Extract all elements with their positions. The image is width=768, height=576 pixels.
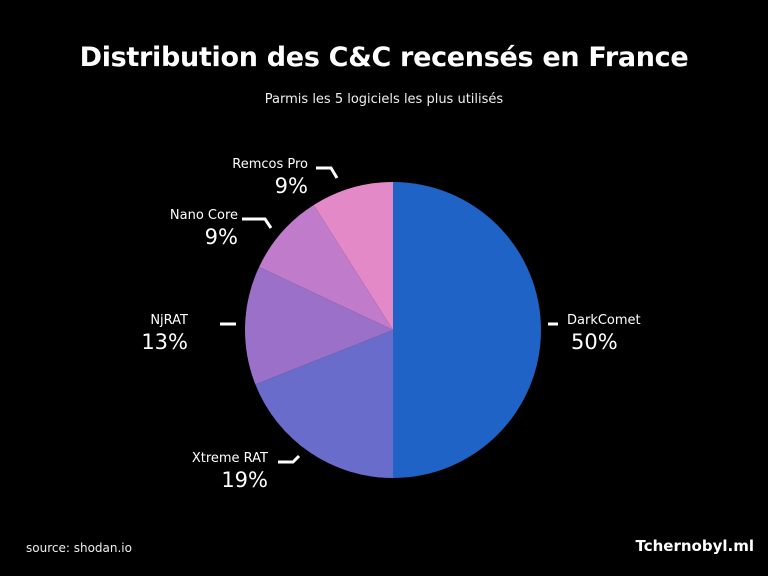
slice-label: NjRAT: [150, 313, 188, 328]
pie-slice-darkcomet: [393, 182, 541, 478]
slice-labels: DarkComet 50% Xtreme RAT 19% NjRAT 13% Nano Co…: [141, 157, 640, 492]
slice-percent: 19%: [221, 468, 268, 492]
chart-subtitle: Parmis les 5 logiciels les plus utilisés: [264, 92, 504, 107]
slice-percent: 9%: [205, 225, 238, 249]
slice-percent: 50%: [571, 330, 618, 354]
slice-label: Remcos Pro: [232, 157, 308, 172]
brand-logo: Tchernobyl.ml: [635, 537, 755, 555]
slice-label: Nano Core: [170, 208, 238, 223]
pie-slices: [244, 182, 541, 479]
pie-slice-nano-core: [259, 205, 393, 330]
pie-slice-njrat: [244, 266, 393, 385]
leader-lines: [220, 166, 558, 464]
slice-label: DarkComet: [567, 313, 641, 328]
slice-label: Xtreme RAT: [192, 451, 268, 466]
source-note: source: shodan.io: [26, 541, 132, 555]
pie-slice-remcos-pro: [313, 182, 393, 330]
slice-percent: 9%: [275, 174, 308, 198]
leader-line: [242, 217, 273, 229]
pie-slice-xtreme-rat: [255, 330, 393, 479]
chart-title: Distribution des C&C recensés en France: [79, 42, 689, 73]
leader-line: [278, 454, 301, 464]
slice-percent: 13%: [141, 330, 188, 354]
leader-line: [316, 166, 339, 179]
